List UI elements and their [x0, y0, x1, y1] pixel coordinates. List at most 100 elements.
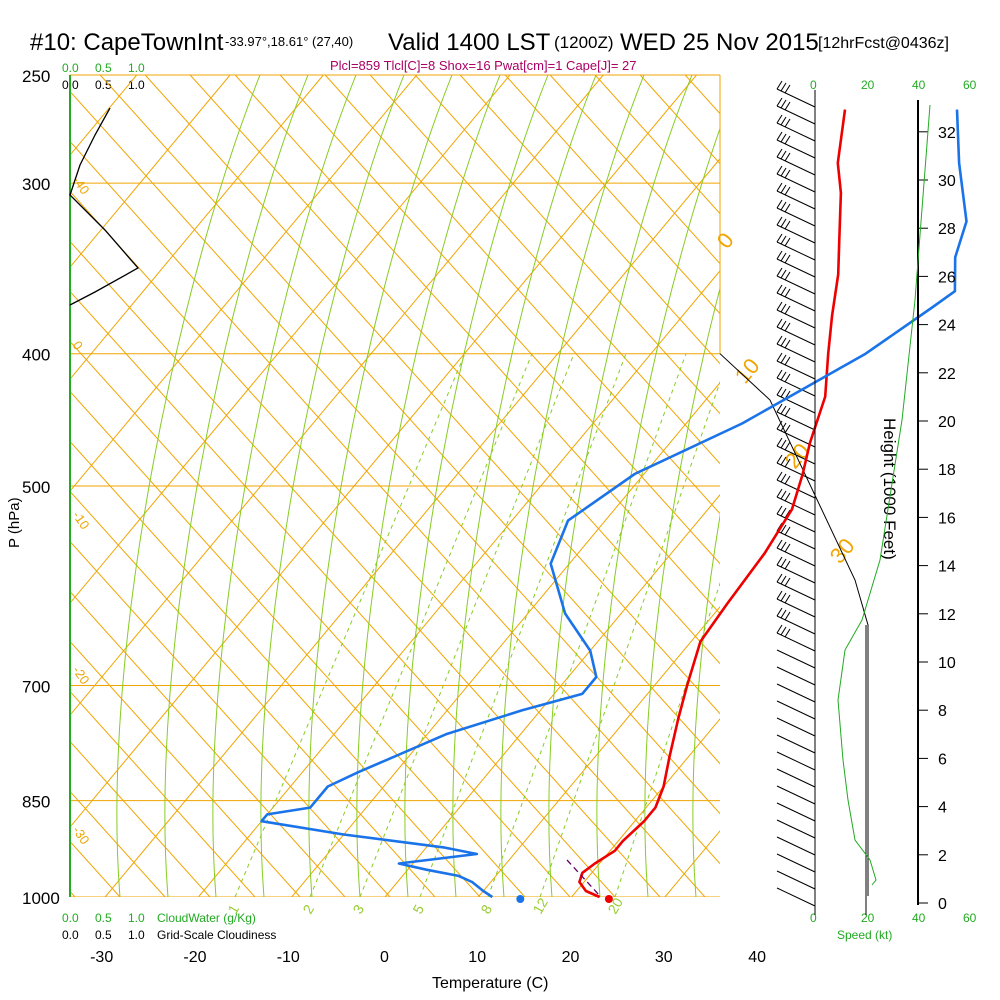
wind-barb-flag [776, 131, 783, 141]
wind-barb-flag [784, 152, 791, 162]
dry-adiabat-line [70, 190, 706, 897]
dry-adiabat-line [70, 690, 256, 897]
moist-adiabat-line [596, 127, 720, 897]
wind-barb-flag [776, 488, 783, 498]
wind-barb-flag [776, 454, 783, 464]
wind-barb [776, 309, 816, 329]
wind-barb [776, 156, 816, 176]
wind-barb-flag [780, 82, 787, 92]
height-tick-label: 8 [938, 703, 947, 720]
isotherm-line [70, 75, 697, 828]
height-tick-label: 18 [938, 462, 956, 479]
temperature-tick-label: -20 [183, 949, 206, 966]
moist-adiabat-line [308, 75, 453, 897]
wind-barb-flag [780, 388, 787, 398]
wind-barb-flag [776, 420, 783, 430]
mixing-ratio-label: 8 [477, 902, 495, 917]
dry-adiabat-line [70, 540, 391, 897]
wind-barb-flag [776, 505, 783, 515]
wind-barb-flag [776, 165, 783, 175]
wind-region-boundary [719, 353, 869, 896]
speed-tick-bottom: 60 [963, 911, 977, 925]
wind-barb [776, 887, 816, 907]
dry-adiabat-line [279, 75, 720, 565]
height-tick-label: 14 [938, 559, 956, 576]
wind-barb-flag [780, 167, 787, 177]
wind-barb [776, 292, 816, 312]
speed-tick-top: 0 [810, 78, 817, 92]
wind-barb [776, 377, 816, 397]
pressure-tick-label: 250 [22, 67, 50, 86]
moist-adiabat-line [212, 75, 357, 897]
temperature-tick-label: -30 [90, 949, 113, 966]
speed-tick-top: 40 [912, 78, 926, 92]
moist-adiabat-line [356, 75, 501, 897]
wind-barb-flag [784, 441, 791, 451]
wind-barb-flag [776, 590, 783, 600]
moist-adiabat-line [500, 75, 645, 897]
wind-barb [776, 666, 816, 686]
wind-barb-flag [784, 322, 791, 332]
wind-barb-flag [776, 624, 783, 634]
dry-adiabat-line [70, 340, 571, 897]
wind-barbs [776, 80, 816, 907]
wind-barb-flag [776, 403, 783, 413]
wind-barb-flag [780, 490, 787, 500]
moist-adiabat-line [260, 75, 405, 897]
wind-barb [776, 802, 816, 822]
wind-barb-flag [780, 269, 787, 279]
dry-adiabat-line [189, 75, 720, 665]
wind-barb-flag [780, 524, 787, 534]
wind-barb-flag [780, 150, 787, 160]
wind-barb [776, 241, 816, 261]
wind-barb [776, 632, 816, 652]
moist-adiabat-line [548, 75, 693, 897]
wind-barb-flag [780, 422, 787, 432]
wind-barb-flag [776, 352, 783, 362]
wind-barb [776, 683, 816, 703]
wind-barb [776, 768, 816, 788]
dry-adiabat-label: -30 [70, 823, 93, 847]
wind-barb-flag [776, 369, 783, 379]
temperature-tick-label: 20 [562, 949, 580, 966]
cw-tick: 0.0 [62, 911, 79, 925]
wind-barb [776, 343, 816, 363]
dry-adiabat-line [70, 90, 720, 815]
wind-barb [776, 615, 816, 635]
isotherm-line [70, 75, 418, 492]
moist-adiabat-line [692, 513, 720, 897]
wind-barb-flag [780, 473, 787, 483]
wind-barb-flag [784, 118, 791, 128]
wind-barb-flag [776, 539, 783, 549]
wind-barb-flag [776, 199, 783, 209]
mixing-ratio-label: 5 [409, 902, 427, 917]
dry-adiabat-line [730, 75, 1000, 897]
wind-barb-flag [784, 628, 791, 638]
wind-barb-flag [784, 186, 791, 196]
moist-adiabat-line [164, 75, 309, 897]
dry-adiabat-line [594, 75, 720, 215]
wind-barb [776, 394, 816, 414]
wind-barb [776, 173, 816, 193]
dry-adiabat-label: 10 [730, 353, 765, 388]
wind-barb-flag [784, 135, 791, 145]
cw-tick: 1.0 [128, 61, 145, 75]
mixing-ratio-line [234, 353, 466, 897]
height-tick-label: 2 [938, 848, 947, 865]
wind-barb-flag [784, 84, 791, 94]
wind-barb-flag [776, 573, 783, 583]
dry-adiabat-label: 30 [825, 533, 860, 568]
mixing-ratio-line [309, 353, 533, 897]
height-tick-label: 32 [938, 125, 956, 142]
wind-barb-flag [784, 611, 791, 621]
isotherm-line [477, 606, 720, 897]
dry-adiabat-line [820, 75, 1000, 897]
cl-tick: 0.5 [95, 78, 112, 92]
wind-barb-flag [780, 456, 787, 466]
moist-adiabat-line [452, 75, 597, 897]
wind-barb [776, 496, 816, 516]
wind-barb-flag [780, 320, 787, 330]
parcel-path [566, 859, 601, 897]
wind-barb-flag [776, 114, 783, 124]
speed-tick-bottom: 20 [861, 911, 875, 925]
